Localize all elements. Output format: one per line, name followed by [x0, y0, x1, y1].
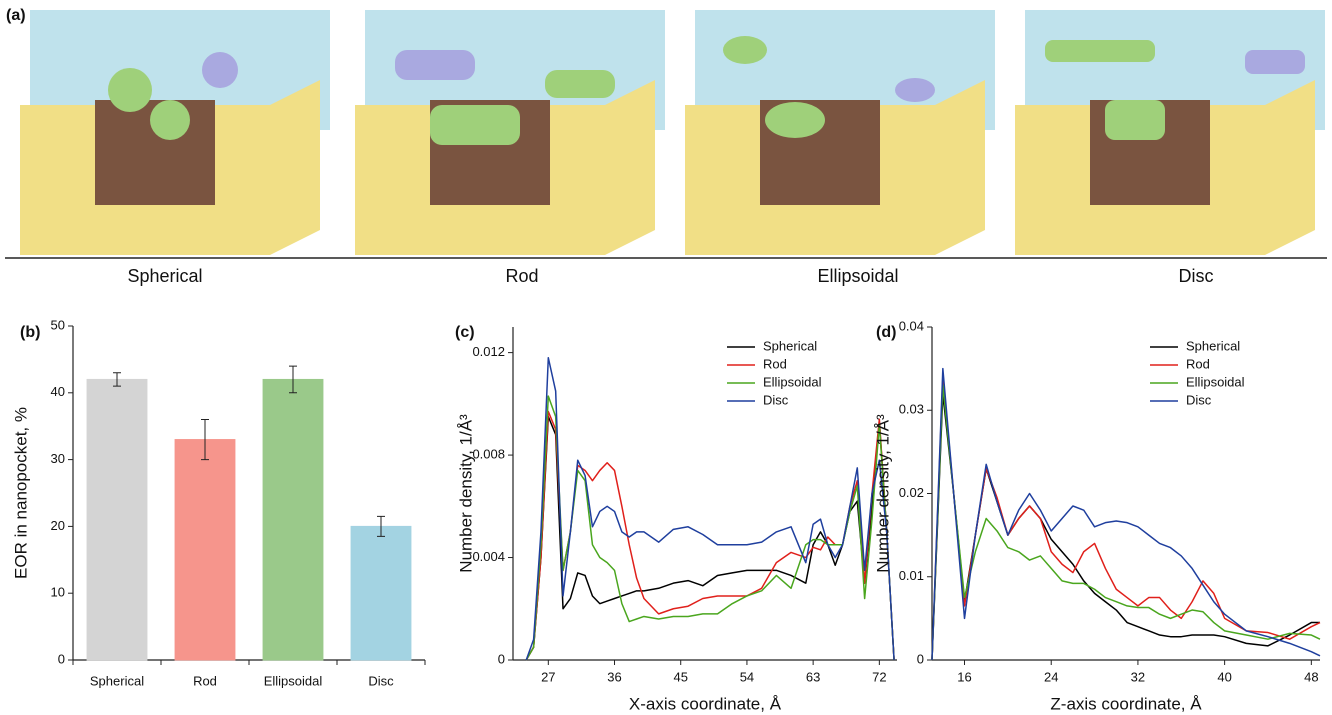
x-tick-label: 16	[957, 669, 971, 684]
bar	[86, 378, 148, 661]
caption: Disc	[1179, 266, 1214, 286]
legend-label: Rod	[1186, 356, 1210, 371]
error-bar	[113, 372, 121, 387]
data-line	[525, 395, 895, 661]
y-tick-label: 30	[51, 451, 65, 466]
legend-label: Disc	[1186, 392, 1212, 407]
caption: Rod	[505, 266, 538, 286]
y-axis-label: Number density, 1/Å³	[456, 414, 475, 573]
x-tick-label: 72	[872, 669, 886, 684]
error-bar	[201, 419, 209, 461]
bar	[174, 439, 236, 661]
legend-label: Spherical	[1186, 338, 1240, 353]
x-tick-label: Disc	[368, 673, 394, 688]
y-axis-label: EOR in nanopocket, %	[11, 407, 30, 579]
x-tick-label: Ellipsoidal	[264, 673, 323, 688]
x-tick-label: Rod	[193, 673, 217, 688]
bar	[262, 378, 324, 661]
caption: Ellipsoidal	[817, 266, 898, 286]
data-line	[931, 367, 1321, 661]
legend-label: Ellipsoidal	[1186, 374, 1245, 389]
snapshot	[355, 10, 665, 255]
y-tick-label: 0.03	[899, 402, 924, 417]
y-tick-label: 50	[51, 317, 65, 332]
simulation-snapshots	[20, 10, 1325, 255]
y-tick-label: 0.04	[899, 318, 924, 333]
y-axis-label: Number density, 1/Å³	[873, 414, 892, 573]
y-tick-label: 20	[51, 518, 65, 533]
panel-label: (a)	[6, 7, 26, 24]
x-tick-label: Spherical	[90, 673, 144, 688]
y-tick-label: 0.004	[472, 549, 505, 564]
panel-label: (b)	[20, 324, 40, 341]
data-line	[931, 376, 1321, 661]
snapshot	[1015, 10, 1325, 255]
bar	[350, 525, 412, 661]
x-tick-label: 40	[1217, 669, 1231, 684]
y-tick-label: 0.008	[472, 447, 505, 462]
y-tick-label: 0.012	[472, 344, 505, 359]
error-bar	[289, 365, 297, 394]
legend-label: Spherical	[763, 338, 817, 353]
panel-label: (c)	[455, 324, 475, 341]
y-tick-label: 0.02	[899, 485, 924, 500]
x-tick-label: 36	[607, 669, 621, 684]
legend-label: Disc	[763, 392, 789, 407]
legend-label: Ellipsoidal	[763, 374, 822, 389]
x-tick-label: 48	[1304, 669, 1318, 684]
x-tick-label: 27	[541, 669, 555, 684]
x-tick-label: 63	[806, 669, 820, 684]
data-line	[525, 356, 895, 661]
x-tick-label: 24	[1044, 669, 1058, 684]
x-tick-label: 45	[673, 669, 687, 684]
x-tick-label: 54	[740, 669, 754, 684]
snapshot	[685, 10, 995, 255]
panel-label: (d)	[876, 324, 896, 341]
data-line	[931, 384, 1321, 661]
y-tick-label: 0	[58, 651, 65, 666]
y-tick-label: 40	[51, 384, 65, 399]
y-tick-label: 0.01	[899, 568, 924, 583]
y-tick-label: 10	[51, 585, 65, 600]
data-line	[525, 415, 895, 661]
snapshot	[20, 10, 330, 255]
data-line	[525, 410, 895, 661]
x-axis-label: Z-axis coordinate, Å	[1050, 694, 1202, 713]
error-bar	[377, 515, 385, 537]
y-tick-label: 0	[498, 651, 505, 666]
x-axis-label: X-axis coordinate, Å	[629, 694, 782, 713]
legend-label: Rod	[763, 356, 787, 371]
data-line	[931, 392, 1320, 661]
caption: Spherical	[127, 266, 202, 286]
y-tick-label: 0	[917, 651, 924, 666]
x-tick-label: 32	[1131, 669, 1145, 684]
